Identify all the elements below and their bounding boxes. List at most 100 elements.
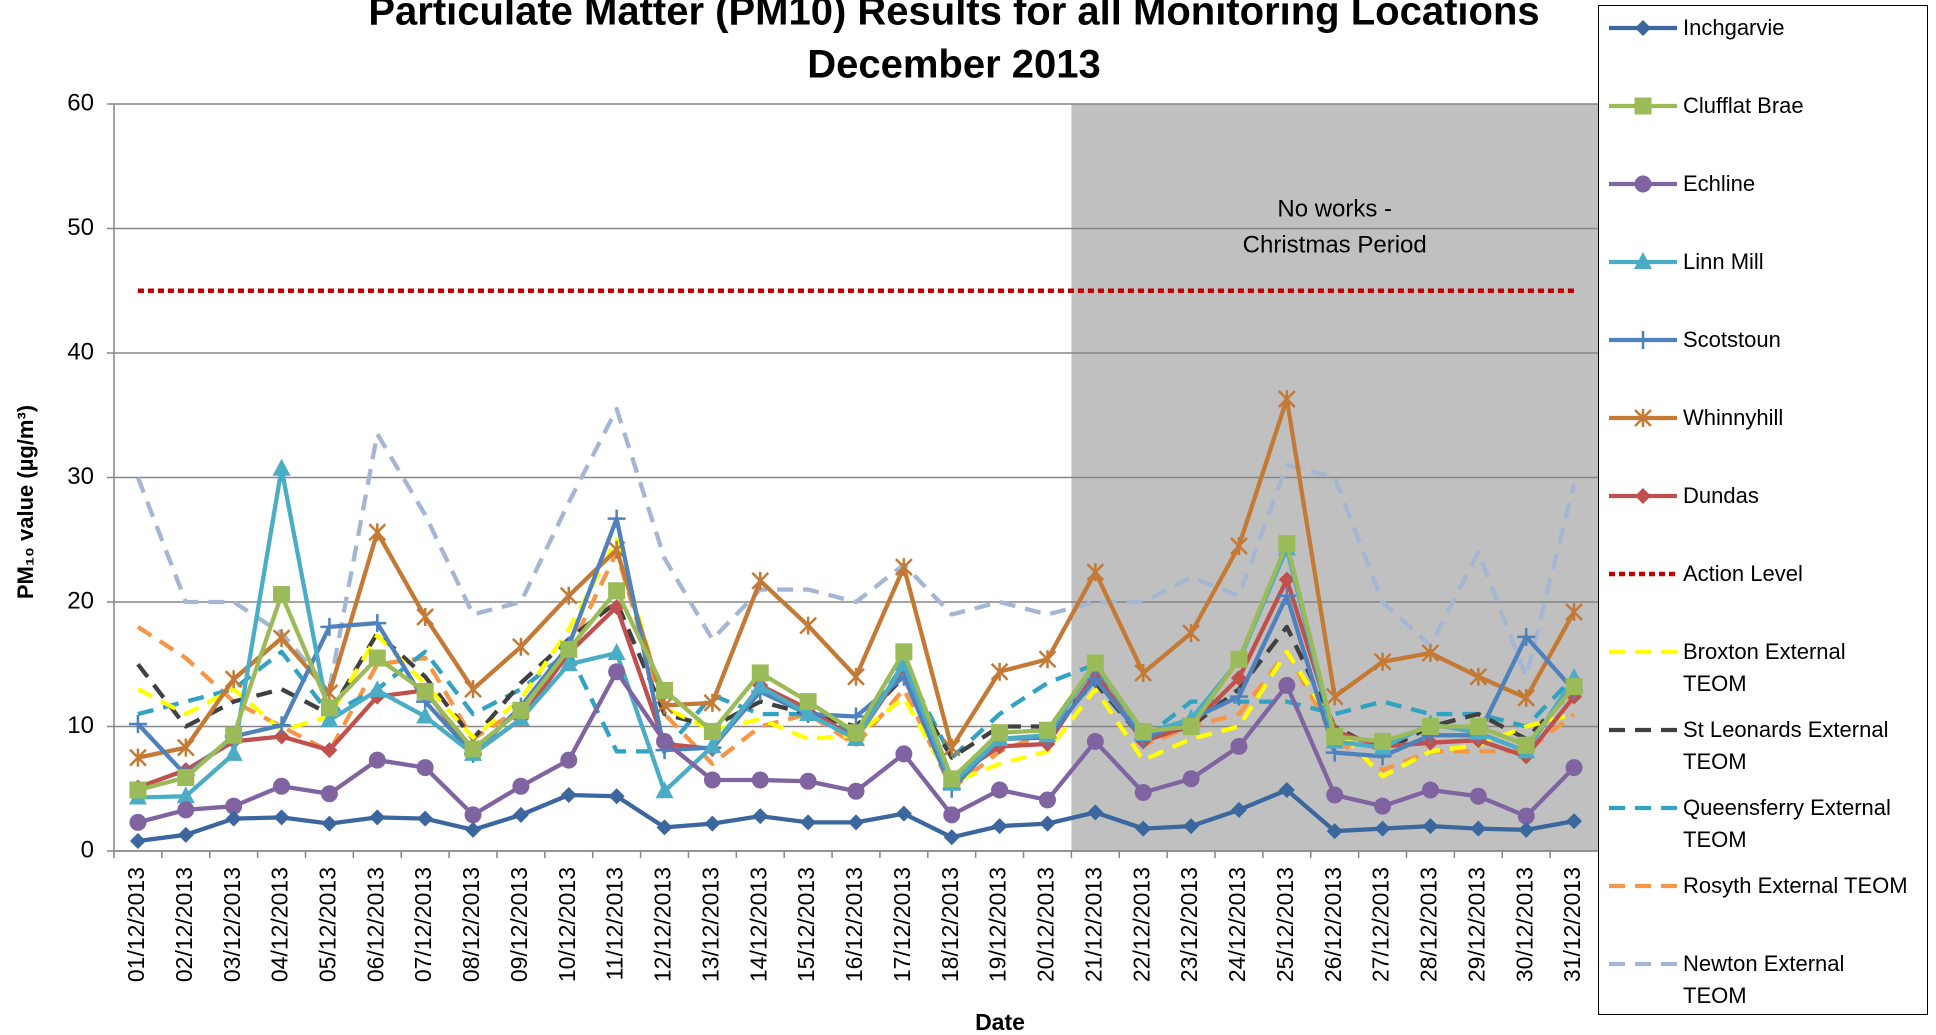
legend-entry: Dundas: [1607, 480, 1912, 512]
marker: [128, 715, 147, 734]
y-tick-label: 60: [67, 89, 94, 116]
marker: [129, 781, 147, 799]
annotation: No works -: [1277, 195, 1392, 222]
marker: [1469, 667, 1488, 686]
marker: [703, 771, 721, 789]
marker: [1469, 787, 1487, 805]
marker: [320, 710, 339, 728]
marker: [1469, 718, 1487, 735]
marker: [1517, 627, 1536, 646]
marker: [1134, 663, 1153, 682]
legend-entry: Scotstoun: [1607, 324, 1912, 356]
x-tick-label: 17/12/2013: [889, 867, 915, 982]
marker: [368, 614, 387, 633]
x-tick-label: 11/12/2013: [602, 867, 628, 980]
marker: [847, 782, 865, 800]
marker: [560, 751, 578, 769]
marker: [560, 786, 577, 803]
marker: [512, 777, 530, 795]
marker: [1278, 676, 1296, 694]
x-tick-label: 03/12/2013: [219, 867, 245, 982]
x-tick-label: 10/12/2013: [554, 867, 580, 982]
legend: Inchgarvie Clufflat Brae Echline Linn Mill S…: [1598, 5, 1928, 1015]
marker: [1565, 602, 1583, 621]
marker: [177, 826, 194, 843]
marker: [272, 716, 291, 735]
marker: [895, 805, 912, 822]
x-tick-label: 09/12/2013: [506, 867, 532, 982]
x-tick-label: 30/12/2013: [1511, 867, 1537, 982]
marker: [368, 680, 387, 698]
x-tick-label: 16/12/2013: [841, 867, 867, 982]
marker: [1374, 820, 1391, 837]
legend-swatch: [1609, 331, 1677, 349]
marker: [703, 722, 721, 740]
x-tick-label: 29/12/2013: [1463, 867, 1489, 982]
legend-label: Queensferry External TEOM: [1683, 795, 1891, 852]
marker: [943, 806, 961, 824]
legend-swatch: [1609, 20, 1677, 36]
marker: [847, 724, 865, 742]
marker: [799, 772, 817, 790]
marker: [368, 523, 387, 542]
legend-label: Echline: [1683, 171, 1756, 196]
chart-title: December 2013: [807, 43, 1101, 87]
marker: [655, 781, 674, 799]
marker: [799, 704, 818, 722]
marker: [225, 726, 243, 744]
marker: [1634, 97, 1652, 115]
marker: [1230, 650, 1248, 668]
marker: [943, 770, 961, 788]
marker: [416, 706, 435, 724]
marker: [1517, 688, 1536, 707]
legend-entry: Broxton External TEOM: [1607, 636, 1912, 700]
y-tick-label: 0: [81, 836, 94, 863]
marker: [1635, 20, 1651, 36]
legend-label: St Leonards External TEOM: [1683, 717, 1889, 774]
marker: [1277, 586, 1296, 605]
marker: [177, 769, 195, 787]
legend-label: Broxton External TEOM: [1683, 639, 1846, 696]
x-tick-label: 02/12/2013: [171, 867, 197, 982]
chart-title: Particulate Matter (PM10) Results for al…: [368, 0, 1539, 34]
marker: [607, 509, 626, 528]
marker: [895, 745, 913, 763]
marker: [1634, 252, 1652, 269]
marker: [1183, 818, 1200, 835]
marker: [512, 637, 530, 656]
legend-swatch: [1609, 97, 1677, 115]
series-line: [135, 406, 1577, 692]
marker: [848, 814, 864, 831]
marker: [1230, 737, 1248, 755]
x-tick-label: 05/12/2013: [314, 867, 340, 982]
marker: [320, 617, 339, 636]
marker: [1422, 818, 1439, 835]
legend-label: Linn Mill: [1683, 249, 1764, 274]
legend-label: Action Level: [1683, 561, 1803, 586]
legend-label: Inchgarvie: [1683, 15, 1785, 40]
marker: [176, 786, 195, 804]
marker: [1421, 644, 1440, 663]
marker: [129, 813, 147, 831]
y-tick-label: 40: [67, 338, 94, 365]
marker: [942, 738, 961, 757]
x-tick-label: 19/12/2013: [985, 867, 1011, 982]
x-tick-label: 13/12/2013: [697, 867, 723, 982]
legend-entry: Newton External TEOM: [1607, 948, 1912, 1012]
y-tick-label: 50: [67, 214, 94, 241]
marker: [1277, 390, 1296, 409]
legend-entry: Rosyth External TEOM: [1607, 870, 1912, 902]
marker: [607, 643, 626, 661]
x-tick-label: 06/12/2013: [362, 867, 388, 982]
marker: [1086, 732, 1104, 750]
marker: [1038, 650, 1057, 669]
marker: [800, 814, 817, 831]
marker: [368, 649, 386, 667]
marker: [1421, 718, 1439, 735]
marker: [1135, 820, 1152, 837]
marker: [990, 662, 1009, 681]
marker: [1634, 331, 1652, 349]
marker: [1038, 721, 1056, 739]
marker: [1565, 678, 1583, 696]
